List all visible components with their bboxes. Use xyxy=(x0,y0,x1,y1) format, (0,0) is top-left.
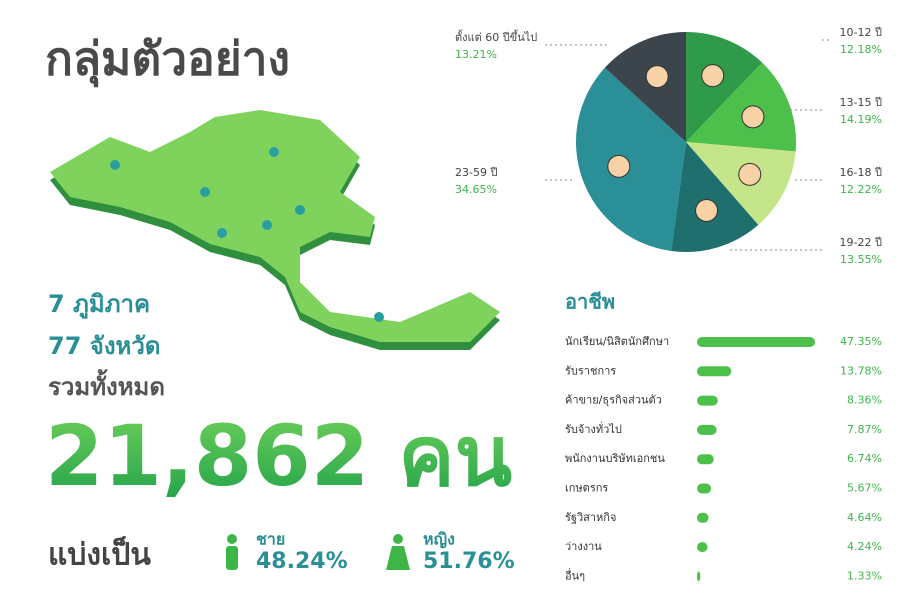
bar-value-label: 4.64% xyxy=(847,511,882,524)
bar-value-label: 7.87% xyxy=(847,423,882,436)
regions: 7 ภูมิภาค xyxy=(48,290,150,319)
bar-category: อื่นๆ xyxy=(565,567,585,582)
bar-value-label: 47.35% xyxy=(840,335,882,348)
pie-label: 19-22 ปี xyxy=(840,236,882,249)
face-icon xyxy=(695,198,719,222)
bar xyxy=(697,512,709,523)
pie-value-label: 34.65% xyxy=(455,183,497,196)
bar xyxy=(697,454,714,465)
face-icon xyxy=(741,105,765,129)
male-label: ชาย xyxy=(256,530,285,549)
bar-category: ว่างงาน xyxy=(565,540,602,553)
map xyxy=(50,110,500,350)
bar-category: พนักงานบริษัทเอกชน xyxy=(565,452,665,465)
bar-value-label: 13.78% xyxy=(840,364,882,377)
provinces: 77 จังหวัด xyxy=(48,332,160,360)
bar-value-label: 5.67% xyxy=(847,482,882,495)
pie-slice xyxy=(686,142,796,225)
bar-value-label: 6.74% xyxy=(847,452,882,465)
bar-value-label: 8.36% xyxy=(847,394,882,407)
total-label: รวมทั้งหมด xyxy=(48,368,165,401)
bar-value-label: 4.24% xyxy=(847,540,882,553)
pie-value-label: 13.21% xyxy=(455,48,497,61)
pie-value-label: 12.18% xyxy=(840,43,882,56)
female-label: หญิง xyxy=(423,530,455,550)
bar xyxy=(697,395,718,406)
pie-slice xyxy=(604,32,686,142)
bar xyxy=(697,366,732,377)
pie-label: 10-12 ปี xyxy=(840,26,882,39)
face-icon xyxy=(701,64,725,88)
pie-value-label: 12.22% xyxy=(840,183,882,196)
bar-category: เกษตรกร xyxy=(565,482,608,495)
pie-value-label: 14.19% xyxy=(840,113,882,126)
face-icon xyxy=(607,154,631,178)
bar-value-label: 1.33% xyxy=(847,569,882,582)
female-icon xyxy=(386,534,410,570)
bar-category: นักเรียน/นิสิตนักศึกษา xyxy=(565,335,669,348)
bar-category: ค้าขาย/ธุรกิจส่วนตัว xyxy=(565,394,662,407)
total: 21,862 คน xyxy=(45,407,512,505)
pie-label: 13-15 ปี xyxy=(840,96,882,109)
bar xyxy=(697,483,712,494)
bar-category: รัฐวิสาหกิจ xyxy=(565,511,616,524)
bar xyxy=(697,337,815,347)
male-share: 48.24% xyxy=(256,549,348,574)
pie-slice xyxy=(686,32,763,142)
pie-slice xyxy=(575,67,686,252)
title: กลุ่มตัวอย่าง xyxy=(45,32,290,88)
pie-label: 23-59 ปี xyxy=(455,166,497,179)
bar xyxy=(697,542,708,553)
split-label: แบ่งเป็น xyxy=(48,536,151,573)
bar xyxy=(697,571,701,582)
bar-title: อาชีพ xyxy=(565,290,615,314)
bar xyxy=(697,424,717,435)
pie-label: ตั้งแต่ 60 ปีขึ้นไป xyxy=(455,29,537,44)
pie-slice xyxy=(671,142,759,252)
pie-value-label: 13.55% xyxy=(840,253,882,266)
bar-category: รับราชการ xyxy=(565,364,616,377)
face-icon xyxy=(738,162,762,186)
female-share: 51.76% xyxy=(423,549,515,574)
male-icon xyxy=(226,534,238,570)
pie-label: 16-18 ปี xyxy=(840,166,882,179)
face-icon xyxy=(645,65,669,89)
pie-slice xyxy=(686,62,796,152)
bar-category: รับจ้างทั่วไป xyxy=(565,421,622,436)
